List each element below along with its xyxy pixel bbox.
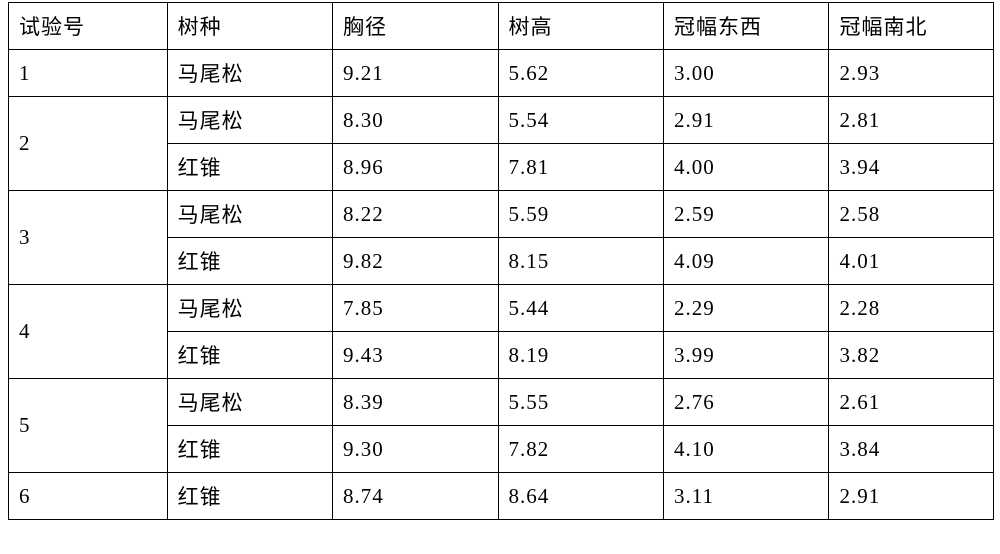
dbh-cell: 9.30: [333, 437, 497, 462]
crown-ns-cell: 3.84: [829, 437, 993, 462]
crown-ns-cell: 2.93: [829, 61, 993, 86]
species-cell: 马尾松: [168, 105, 332, 135]
col-header: 树高: [499, 11, 663, 41]
trial-id: 1: [9, 61, 167, 86]
crown-ew-cell: 3.11: [664, 484, 828, 509]
dbh-cell: 8.22: [333, 202, 497, 227]
crown-ew-cell: 3.99: [664, 343, 828, 368]
crown-ew-cell: 4.10: [664, 437, 828, 462]
dbh-cell: 7.85: [333, 296, 497, 321]
table-header-row: 试验号 树种 胸径 树高 冠幅东西 冠幅南北: [9, 3, 994, 50]
dbh-cell: 9.82: [333, 249, 497, 274]
col-header: 冠幅东西: [664, 11, 828, 41]
height-cell: 7.81: [499, 155, 663, 180]
crown-ns-cell: 2.81: [829, 108, 993, 133]
table-row: 2 马尾松 8.30 5.54 2.91 2.81: [9, 97, 994, 144]
table-row: 3 马尾松 8.22 5.59 2.59 2.58: [9, 191, 994, 238]
height-cell: 8.15: [499, 249, 663, 274]
species-cell: 马尾松: [168, 199, 332, 229]
table-row: 5 马尾松 8.39 5.55 2.76 2.61: [9, 379, 994, 426]
crown-ew-cell: 2.76: [664, 390, 828, 415]
species-cell: 马尾松: [168, 293, 332, 323]
height-cell: 5.44: [499, 296, 663, 321]
species-cell: 红锥: [168, 340, 332, 370]
species-cell: 红锥: [168, 481, 332, 511]
trial-id: 3: [9, 225, 167, 250]
height-cell: 5.62: [499, 61, 663, 86]
crown-ew-cell: 4.00: [664, 155, 828, 180]
col-header: 胸径: [333, 11, 497, 41]
height-cell: 5.55: [499, 390, 663, 415]
dbh-cell: 8.74: [333, 484, 497, 509]
height-cell: 8.19: [499, 343, 663, 368]
dbh-cell: 9.21: [333, 61, 497, 86]
data-table: 试验号 树种 胸径 树高 冠幅东西 冠幅南北 1 马尾松 9.21 5.62 3…: [8, 2, 994, 520]
table-row: 1 马尾松 9.21 5.62 3.00 2.93: [9, 50, 994, 97]
table-row: 6 红锥 8.74 8.64 3.11 2.91: [9, 473, 994, 520]
dbh-cell: 8.96: [333, 155, 497, 180]
trial-id: 6: [9, 484, 167, 509]
crown-ew-cell: 4.09: [664, 249, 828, 274]
trial-id: 2: [9, 131, 167, 156]
crown-ew-cell: 2.29: [664, 296, 828, 321]
crown-ns-cell: 2.28: [829, 296, 993, 321]
table-row: 4 马尾松 7.85 5.44 2.29 2.28: [9, 285, 994, 332]
dbh-cell: 8.39: [333, 390, 497, 415]
crown-ns-cell: 2.91: [829, 484, 993, 509]
species-cell: 马尾松: [168, 58, 332, 88]
height-cell: 5.54: [499, 108, 663, 133]
species-cell: 红锥: [168, 434, 332, 464]
trial-id: 4: [9, 319, 167, 344]
col-header: 冠幅南北: [829, 11, 993, 41]
crown-ew-cell: 3.00: [664, 61, 828, 86]
height-cell: 5.59: [499, 202, 663, 227]
crown-ns-cell: 2.61: [829, 390, 993, 415]
species-cell: 红锥: [168, 152, 332, 182]
trial-id: 5: [9, 413, 167, 438]
crown-ns-cell: 2.58: [829, 202, 993, 227]
height-cell: 8.64: [499, 484, 663, 509]
crown-ew-cell: 2.91: [664, 108, 828, 133]
col-header: 试验号: [9, 11, 167, 41]
col-header: 树种: [168, 11, 332, 41]
species-cell: 红锥: [168, 246, 332, 276]
species-cell: 马尾松: [168, 387, 332, 417]
dbh-cell: 8.30: [333, 108, 497, 133]
crown-ew-cell: 2.59: [664, 202, 828, 227]
crown-ns-cell: 3.82: [829, 343, 993, 368]
height-cell: 7.82: [499, 437, 663, 462]
crown-ns-cell: 4.01: [829, 249, 993, 274]
dbh-cell: 9.43: [333, 343, 497, 368]
crown-ns-cell: 3.94: [829, 155, 993, 180]
